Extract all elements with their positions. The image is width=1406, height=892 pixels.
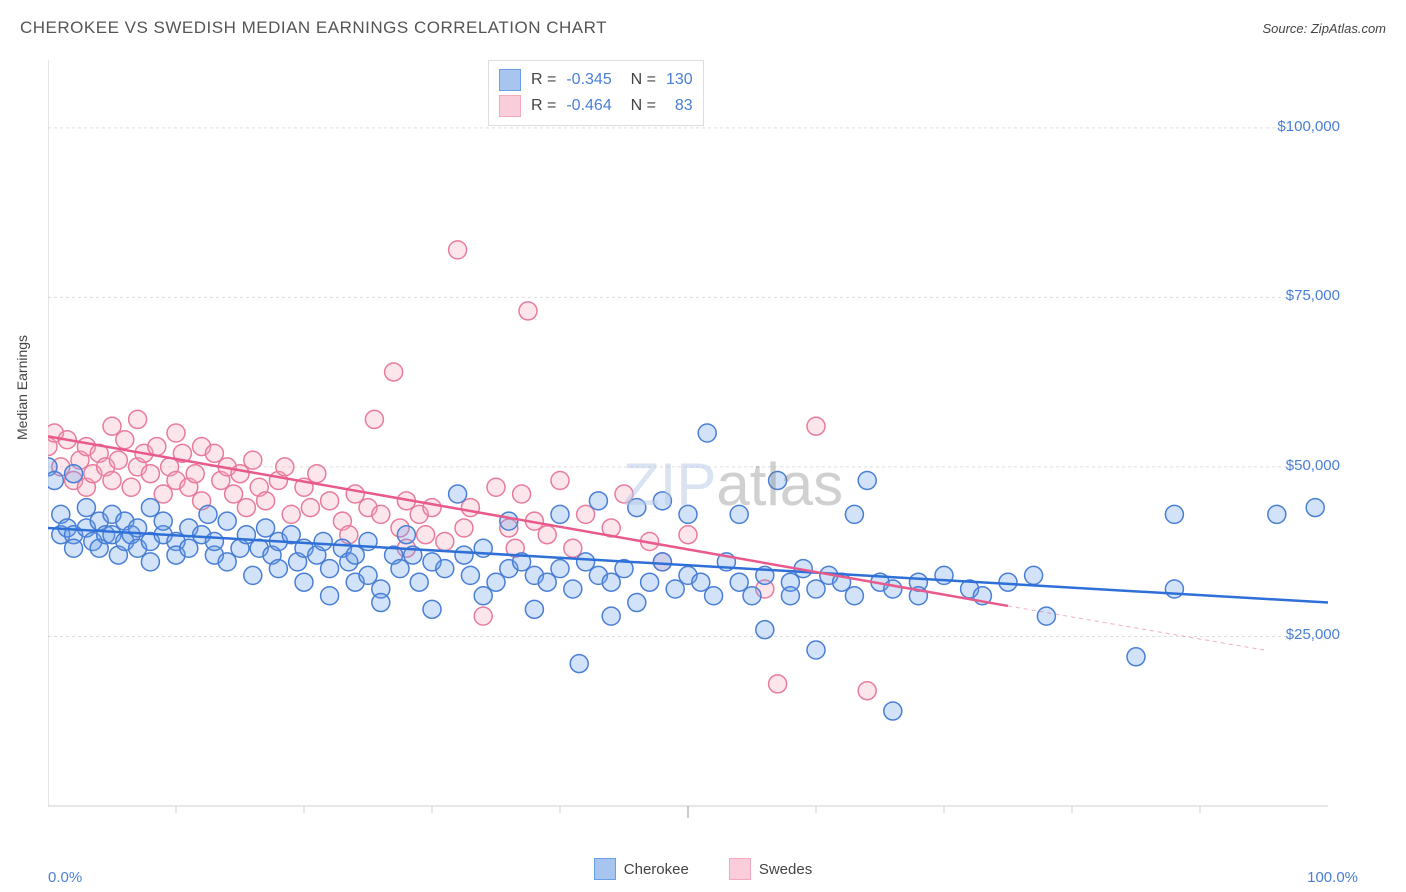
y-tick-label: $75,000 <box>1286 287 1340 304</box>
swatch-cherokee <box>499 69 521 91</box>
stats-row-swedes: R = -0.464 N = 83 <box>499 93 693 119</box>
chart-area: ZIPatlas R = -0.345 N = 130 R = -0.464 N… <box>48 50 1358 836</box>
y-tick-label: $25,000 <box>1286 626 1340 643</box>
x-label-max: 100.0% <box>1307 869 1358 886</box>
bottom-legend: 0.0% Cherokee Swedes 100.0% <box>48 858 1358 880</box>
legend-item-cherokee: Cherokee <box>594 858 689 880</box>
stats-legend: R = -0.345 N = 130 R = -0.464 N = 83 <box>488 60 704 126</box>
scatter-plot <box>48 50 1358 836</box>
legend-swatch-swedes <box>729 858 751 880</box>
y-tick-label: $100,000 <box>1277 118 1340 135</box>
swatch-swedes <box>499 95 521 117</box>
stats-row-cherokee: R = -0.345 N = 130 <box>499 67 693 93</box>
chart-title: CHEROKEE VS SWEDISH MEDIAN EARNINGS CORR… <box>20 18 607 38</box>
y-axis-label: Median Earnings <box>14 335 30 440</box>
source-label: Source: ZipAtlas.com <box>1262 21 1386 36</box>
legend-swatch-cherokee <box>594 858 616 880</box>
legend-item-swedes: Swedes <box>729 858 812 880</box>
x-label-min: 0.0% <box>48 869 82 886</box>
y-tick-label: $50,000 <box>1286 457 1340 474</box>
